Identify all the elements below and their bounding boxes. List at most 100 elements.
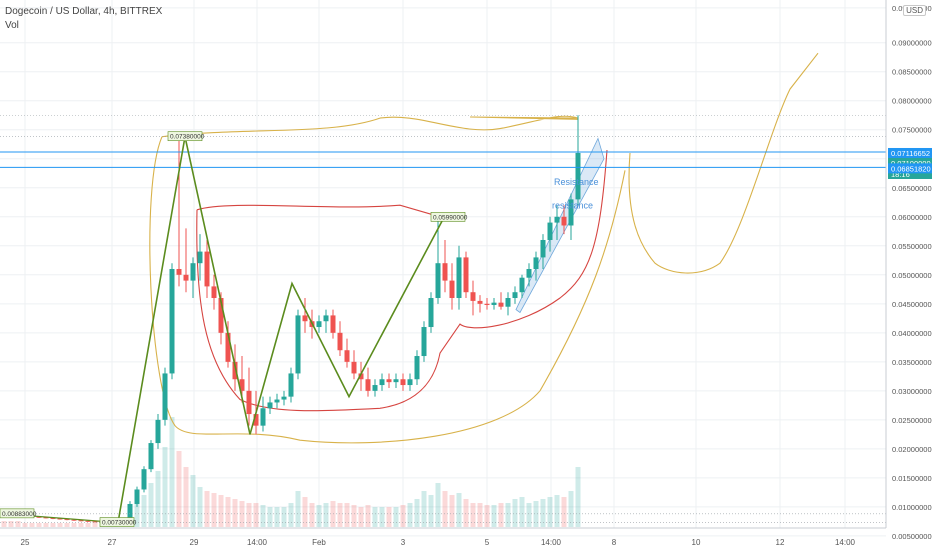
volume-bar: [267, 507, 273, 527]
candle-up: [428, 298, 434, 328]
volume-bar: [253, 503, 259, 527]
volume-bar: [554, 495, 560, 527]
time-tick-label: 14:00: [835, 538, 856, 547]
price-annotation-text: 0.07380000: [170, 134, 205, 141]
price-tick-label: 0.05000000: [892, 271, 932, 280]
volume-bar: [400, 505, 406, 527]
time-tick-label: 8: [612, 538, 617, 547]
candle-down: [561, 216, 567, 226]
time-tick-label: 27: [108, 538, 117, 547]
volume-bar: [197, 487, 203, 527]
volume-bar: [218, 495, 224, 527]
volume-bar: [281, 507, 287, 527]
volume-bar: [260, 505, 266, 527]
volume-bar: [428, 495, 434, 527]
candle-up: [519, 277, 525, 293]
volume-bar: [421, 491, 427, 527]
candle-down: [92, 521, 98, 523]
price-annotation-text: 0.00730000: [102, 520, 137, 527]
price-annotation-box: [430, 212, 466, 222]
volume-bar: [64, 523, 70, 527]
price-tick-label: 0.06000000: [892, 213, 932, 222]
volume-bar: [288, 503, 294, 527]
volume-bar: [386, 507, 392, 527]
volume-bar: [484, 505, 490, 527]
volume-indicator-label[interactable]: Vol: [5, 20, 19, 31]
volume-bar: [575, 467, 581, 527]
candle-up: [190, 263, 196, 281]
volume-bar: [323, 503, 329, 527]
price-tick-label: 0.00500000: [892, 532, 932, 541]
volume-bar: [1, 521, 7, 527]
volume-bar: [92, 523, 98, 527]
candle-down: [246, 390, 252, 415]
candle-down: [85, 520, 91, 522]
volume-bar: [358, 507, 364, 527]
outer-bowl-curve: [149, 136, 626, 444]
candle-up: [554, 216, 560, 223]
price-tick-label: 0.05500000: [892, 242, 932, 251]
candle-down: [470, 292, 476, 301]
candle-up: [407, 379, 413, 386]
drawings: Resistance resistance 0.00883000 0.00730000…: [0, 114, 886, 527]
price-tick-label: 0.03500000: [892, 358, 932, 367]
price-tag: [888, 157, 932, 168]
price-tick-label: 0.08000000: [892, 97, 932, 106]
volume-bar: [295, 491, 301, 527]
candle-down: [463, 257, 469, 293]
volume-bar: [148, 483, 154, 527]
volume-bar: [183, 467, 189, 527]
time-tick-label: 10: [692, 538, 701, 547]
candle-up: [316, 321, 322, 328]
volume-bars: [1, 417, 581, 527]
candle-down: [442, 263, 448, 281]
price-tick-label: 0.08500000: [892, 68, 932, 77]
price-tick-label: 0.04500000: [892, 300, 932, 309]
volume-bar: [568, 491, 574, 527]
volume-bar: [274, 507, 280, 527]
cup-rim-curve: [161, 115, 579, 138]
candle-down: [400, 379, 406, 386]
volume-bar: [519, 497, 525, 527]
volume-bar: [134, 503, 140, 527]
volume-bar: [29, 523, 35, 527]
candle-down: [218, 298, 224, 333]
candle-up: [393, 379, 399, 383]
grid-lines: [0, 0, 886, 537]
zigzag-pattern-line: [117, 136, 445, 523]
candle-up: [435, 263, 441, 299]
price-tick-label: 0.01500000: [892, 474, 932, 483]
currency-unit-button[interactable]: USD: [903, 5, 926, 16]
volume-bar: [204, 491, 210, 527]
volume-bar: [561, 497, 567, 527]
chart-legend: Dogecoin / US Dollar, 4h, BITTREX Vol: [5, 5, 162, 33]
volume-bar: [540, 499, 546, 527]
chart-title: Dogecoin / US Dollar, 4h, BITTREX: [5, 6, 163, 17]
candle-up: [456, 257, 462, 299]
candle-up: [148, 443, 154, 470]
candle-down: [358, 373, 364, 380]
candle-up: [162, 373, 168, 420]
candle-down: [183, 274, 189, 281]
candle-down: [239, 379, 245, 391]
volume-bar: [302, 497, 308, 527]
candle-up: [533, 257, 539, 269]
candle-down: [211, 286, 217, 299]
candle-up: [379, 379, 385, 386]
candle-down: [36, 516, 42, 518]
volume-bar: [155, 471, 161, 527]
price-tick-label: 0.06500000: [892, 184, 932, 193]
volume-bar: [372, 507, 378, 527]
volume-bar: [190, 475, 196, 527]
drawing-curves: [149, 52, 819, 444]
volume-bar: [512, 499, 518, 527]
channel-label: resistance: [552, 201, 593, 211]
candle-up: [260, 408, 266, 426]
candle-up: [505, 298, 511, 307]
candle-down: [337, 332, 343, 351]
candle-up: [127, 503, 133, 520]
volume-bar: [15, 521, 21, 527]
volume-bar: [533, 501, 539, 527]
